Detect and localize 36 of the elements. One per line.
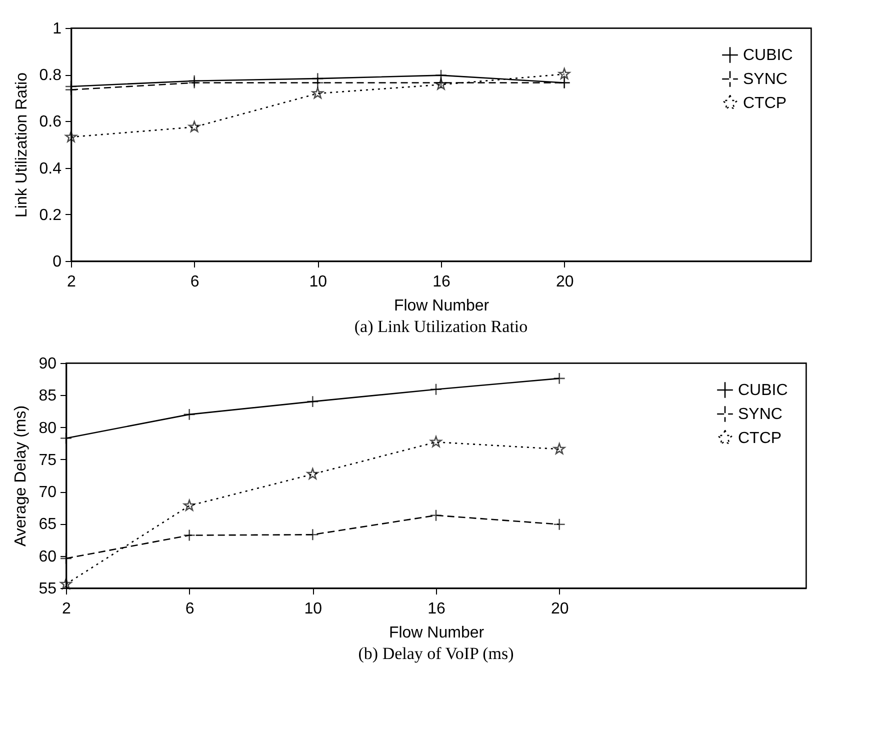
y-tick-label: 60 (38, 548, 57, 566)
y-tick-label: 75 (38, 452, 57, 469)
y-tick-label: 55 (38, 580, 57, 598)
x-tick-label: 16 (432, 274, 450, 290)
x-tick-label: 6 (190, 274, 200, 290)
x-tick-label: 2 (62, 600, 72, 618)
y-tick-label: 0.2 (39, 206, 62, 224)
legend-label: CTCP (738, 430, 782, 447)
y-tick-label: 0 (52, 254, 62, 270)
legend-label: CTCP (743, 95, 787, 112)
y-tick-label: 0.6 (39, 114, 62, 131)
y-tick-label: 90 (38, 356, 57, 372)
y-tick-label: 70 (38, 484, 57, 502)
legend-label: CUBIC (738, 382, 788, 399)
y-axis-title: Average Delay (ms) (12, 405, 30, 547)
x-axis-title: Flow Number (388, 624, 485, 642)
text: (a) Link Utilization Ratio (354, 317, 528, 336)
x-tick-label: 6 (185, 600, 194, 618)
x-tick-label: 16 (428, 600, 446, 618)
x-tick-label: 20 (550, 600, 569, 618)
y-axis-title: Link Utilization Ratio (13, 72, 30, 218)
x-axis-title: Flow Number (394, 298, 490, 314)
x-tick-label: 20 (556, 274, 574, 290)
legend-label: SYNC (738, 406, 782, 423)
y-tick-label: 1 (52, 20, 62, 38)
x-tick-label: 2 (67, 274, 76, 290)
legend-label: CUBIC (743, 47, 793, 64)
x-tick-label: 10 (304, 600, 322, 618)
x-tick-label: 10 (309, 274, 328, 290)
y-tick-label: 65 (38, 516, 57, 534)
y-tick-label: 80 (38, 420, 57, 437)
y-tick-label: 85 (38, 388, 57, 405)
y-tick-label: 0.8 (39, 67, 62, 84)
legend-label: SYNC (743, 71, 788, 88)
y-tick-label: 0.4 (39, 160, 62, 178)
text: (b) Delay of VoIP (ms) (358, 644, 514, 663)
